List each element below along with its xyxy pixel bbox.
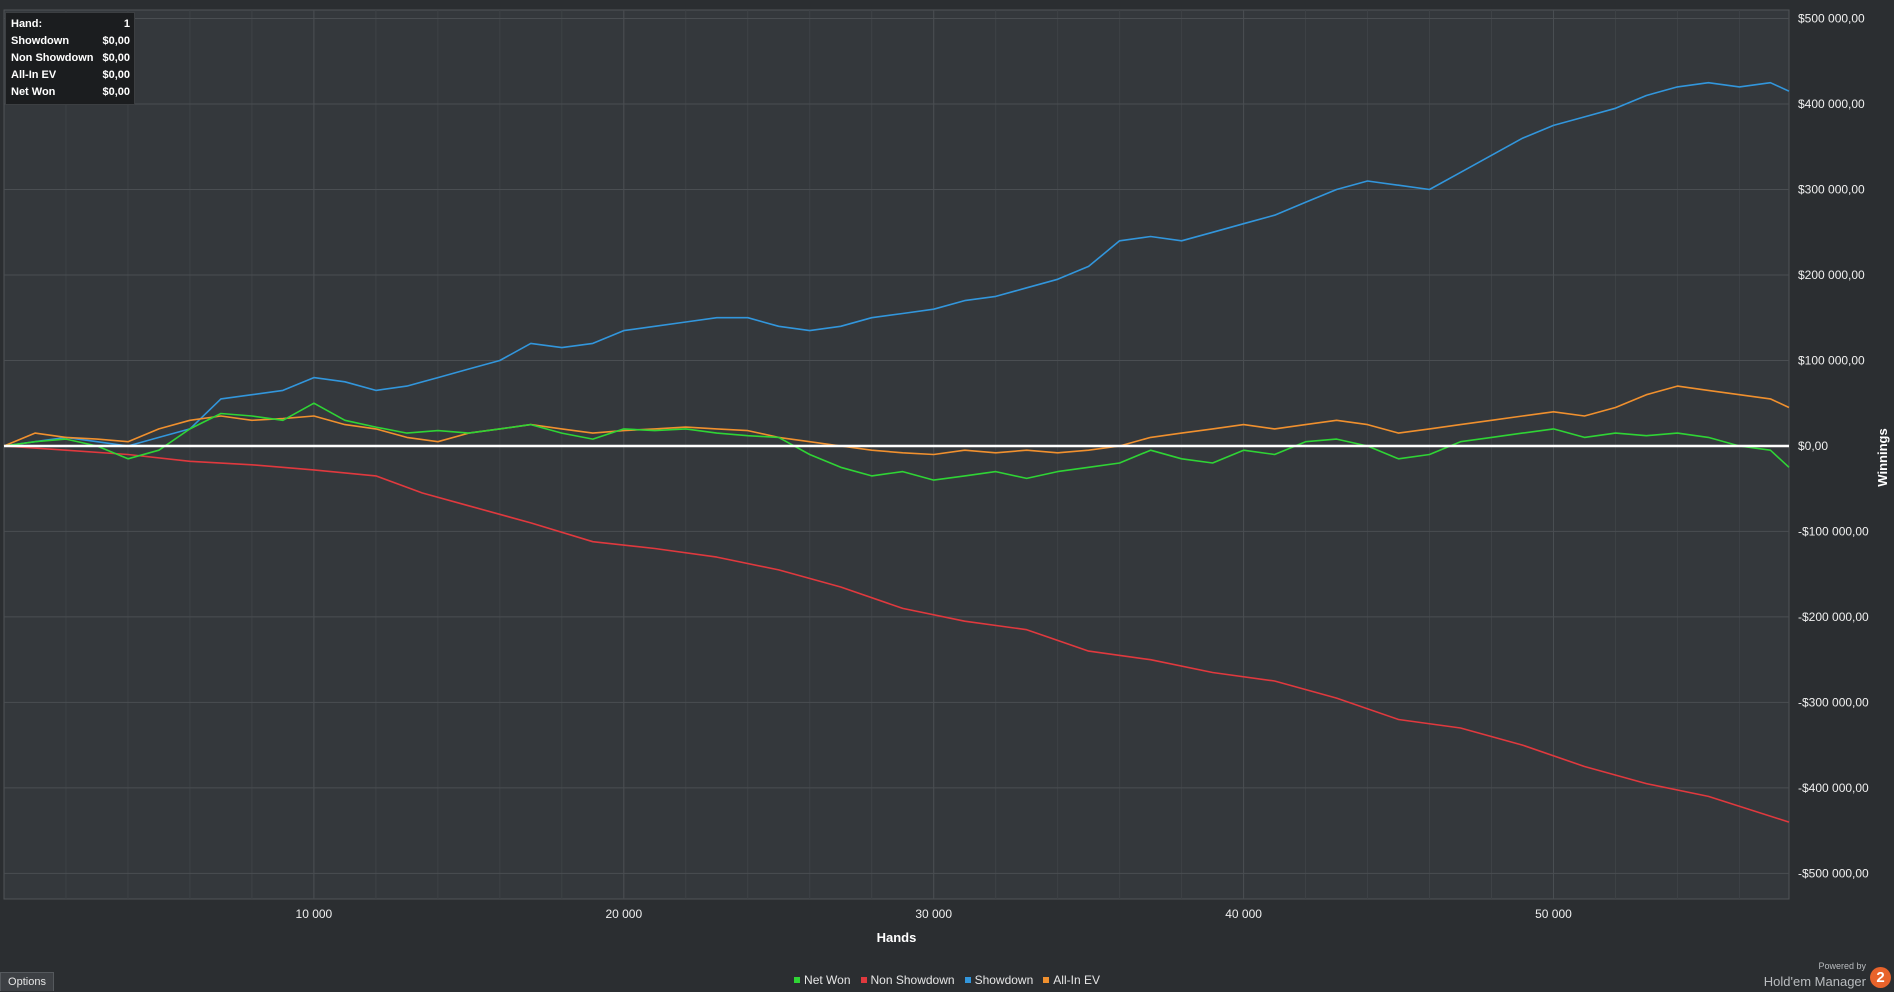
x-tick-label: 20 000 — [605, 907, 642, 921]
x-tick-label: 10 000 — [296, 907, 333, 921]
legend-swatch-net-won — [794, 977, 801, 983]
chart-legend: Net Won Non Showdown Showdown All-In EV — [0, 972, 1894, 988]
legend-label-net-won: Net Won — [804, 973, 851, 987]
y-tick-label: $200 000,00 — [1798, 268, 1865, 282]
info-label-non-showdown: Non Showdown — [11, 52, 93, 64]
x-tick-label: 50 000 — [1535, 907, 1572, 921]
info-value-hand: 1 — [123, 18, 130, 30]
y-tick-label: -$200 000,00 — [1798, 610, 1869, 624]
y-tick-label: $400 000,00 — [1798, 97, 1865, 111]
powered-by-text: Powered by Hold'em Manager — [1764, 962, 1866, 990]
x-axis-ticks: 10 000 20 000 30 000 40 000 50 000 — [296, 907, 1573, 921]
legend-swatch-all-in-ev — [1043, 977, 1050, 983]
series-line-net-won — [3, 402, 1790, 481]
y-tick-label: $0,00 — [1798, 439, 1828, 453]
info-row-all-in-ev: All-In EV $0,00 — [6, 67, 134, 84]
series-line-showdown — [3, 81, 1790, 447]
legend-label-all-in-ev: All-In EV — [1053, 973, 1100, 987]
x-axis-title: Hands — [877, 930, 917, 945]
info-row-net-won: Net Won $0,00 — [6, 84, 134, 101]
plot-area — [3, 9, 1790, 900]
info-value-showdown: $0,00 — [102, 35, 130, 47]
info-value-all-in-ev: $0,00 — [102, 69, 130, 81]
legend-label-non-showdown: Non Showdown — [870, 973, 955, 987]
info-value-net-won: $0,00 — [102, 86, 130, 98]
legend-item-net-won[interactable]: Net Won — [794, 972, 851, 988]
series-lines — [3, 81, 1790, 823]
info-row-hand: Hand: 1 — [6, 16, 134, 33]
legend-item-showdown[interactable]: Showdown — [964, 972, 1034, 988]
x-tick-label: 30 000 — [915, 907, 952, 921]
y-tick-label: -$400 000,00 — [1798, 781, 1869, 795]
y-tick-label: -$300 000,00 — [1798, 695, 1869, 709]
series-line-all-in-ev — [3, 385, 1790, 456]
info-label-net-won: Net Won — [11, 86, 56, 98]
legend-swatch-showdown — [964, 977, 971, 983]
legend-item-non-showdown[interactable]: Non Showdown — [860, 972, 955, 988]
y-tick-label: -$500 000,00 — [1798, 866, 1869, 880]
options-button[interactable]: Options — [0, 972, 54, 991]
y-tick-label: $100 000,00 — [1798, 353, 1865, 367]
hover-info-box: Hand: 1 Showdown $0,00 Non Showdown $0,0… — [5, 12, 135, 105]
y-tick-label: -$100 000,00 — [1798, 524, 1869, 538]
legend-label-showdown: Showdown — [974, 973, 1034, 987]
y-axis-ticks: $500 000,00 $400 000,00 $300 000,00 $200 00… — [1798, 12, 1869, 881]
legend-item-all-in-ev[interactable]: All-In EV — [1043, 972, 1100, 988]
info-value-non-showdown: $0,00 — [102, 52, 130, 64]
brand-name: Hold'em Manager — [1763, 974, 1866, 989]
info-label-showdown: Showdown — [11, 35, 70, 47]
x-tick-label: 40 000 — [1225, 907, 1262, 921]
info-row-non-showdown: Non Showdown $0,00 — [6, 50, 134, 67]
y-tick-label: $300 000,00 — [1798, 183, 1865, 197]
legend-swatch-non-showdown — [860, 977, 867, 983]
info-row-showdown: Showdown $0,00 — [6, 33, 134, 50]
y-axis-title: Winnings — [1875, 428, 1890, 486]
powered-by-label: Powered by — [1818, 961, 1866, 971]
y-tick-label: $500 000,00 — [1798, 12, 1865, 26]
series-line-non-showdown — [3, 445, 1790, 823]
info-label-all-in-ev: All-In EV — [11, 69, 57, 81]
info-label-hand: Hand: — [11, 18, 43, 30]
holdem-manager-logo-icon: 2 — [1870, 967, 1891, 988]
